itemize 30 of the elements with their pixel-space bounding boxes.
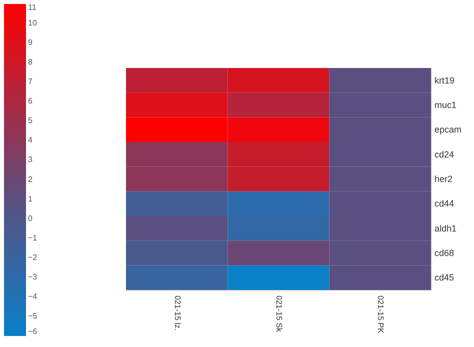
color-bar-label: 8 <box>28 58 33 67</box>
color-bar-label: 4 <box>28 136 33 145</box>
color-bar-label: 3 <box>28 155 33 164</box>
y-tick-label: cd45 <box>434 272 454 283</box>
y-tick-label: krt19 <box>434 75 455 86</box>
color-bar-label: 6 <box>28 96 33 106</box>
y-tick-label: cd44 <box>434 198 454 209</box>
color-bar-label: 0 <box>28 214 33 223</box>
y-tick-label: epcam <box>434 124 462 135</box>
x-tick-label: 021-15 lz. <box>172 296 182 331</box>
color-bar-label: 10 <box>28 18 38 28</box>
color-bar-label: 9 <box>28 38 33 48</box>
color-bar-label: −5 <box>28 311 38 320</box>
color-bar-label: −3 <box>28 272 38 282</box>
color-bar-label: −4 <box>28 292 38 301</box>
y-tick-label: her2 <box>434 174 453 184</box>
color-bar-label: −1 <box>28 233 38 242</box>
y-tick-label: cd68 <box>434 248 454 258</box>
color-bar-label: −2 <box>28 252 38 262</box>
y-tick-label: muc1 <box>434 100 457 110</box>
y-tick-label: aldh1 <box>434 223 457 234</box>
x-tick-label: 021-15 Sk <box>274 296 284 333</box>
color-bar-label: 1 <box>28 194 33 204</box>
y-tick-label: cd24 <box>434 149 454 160</box>
color-bar-label: 7 <box>28 77 33 86</box>
x-tick-label: 021-15 PK <box>376 296 386 334</box>
color-bar-label: 2 <box>28 174 33 184</box>
color-bar-label: −6 <box>28 327 38 336</box>
color-bar-label: 5 <box>28 116 33 126</box>
color-bar-label: 11 <box>28 3 37 12</box>
